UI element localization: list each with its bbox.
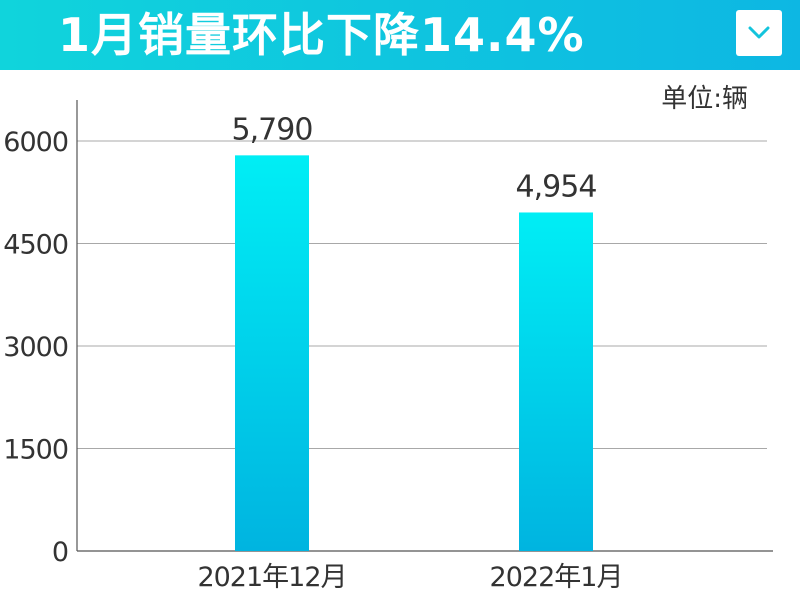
x-category-label-1: 2021年12月 [197, 562, 346, 593]
y-tick-label: 4500 [3, 230, 68, 261]
bar-2 [519, 212, 593, 551]
grid-lines [77, 140, 767, 449]
unit-label: 单位:辆 [661, 84, 748, 114]
x-axis-categories: 2021年12月 2022年1月 [197, 562, 623, 593]
y-axis-ticks: 0 1500 3000 4500 6000 [3, 127, 69, 568]
y-tick-label: 6000 [3, 127, 68, 158]
value-labels: 5,790 4,954 [232, 112, 598, 204]
chevron-down-icon [748, 26, 770, 39]
bars [235, 155, 593, 551]
x-category-label-2: 2022年1月 [490, 562, 623, 593]
value-label-2: 4,954 [516, 169, 597, 204]
axes [76, 100, 773, 552]
header-banner: 1月销量环比下降14.4% [0, 0, 800, 70]
value-label-1: 5,790 [232, 112, 313, 147]
chart-title: 1月销量环比下降14.4% [58, 8, 585, 62]
y-tick-label: 3000 [3, 332, 68, 363]
bar-1 [235, 155, 309, 551]
dropdown-button[interactable] [736, 10, 782, 56]
y-tick-label: 1500 [3, 435, 68, 466]
y-tick-label: 0 [52, 537, 68, 568]
